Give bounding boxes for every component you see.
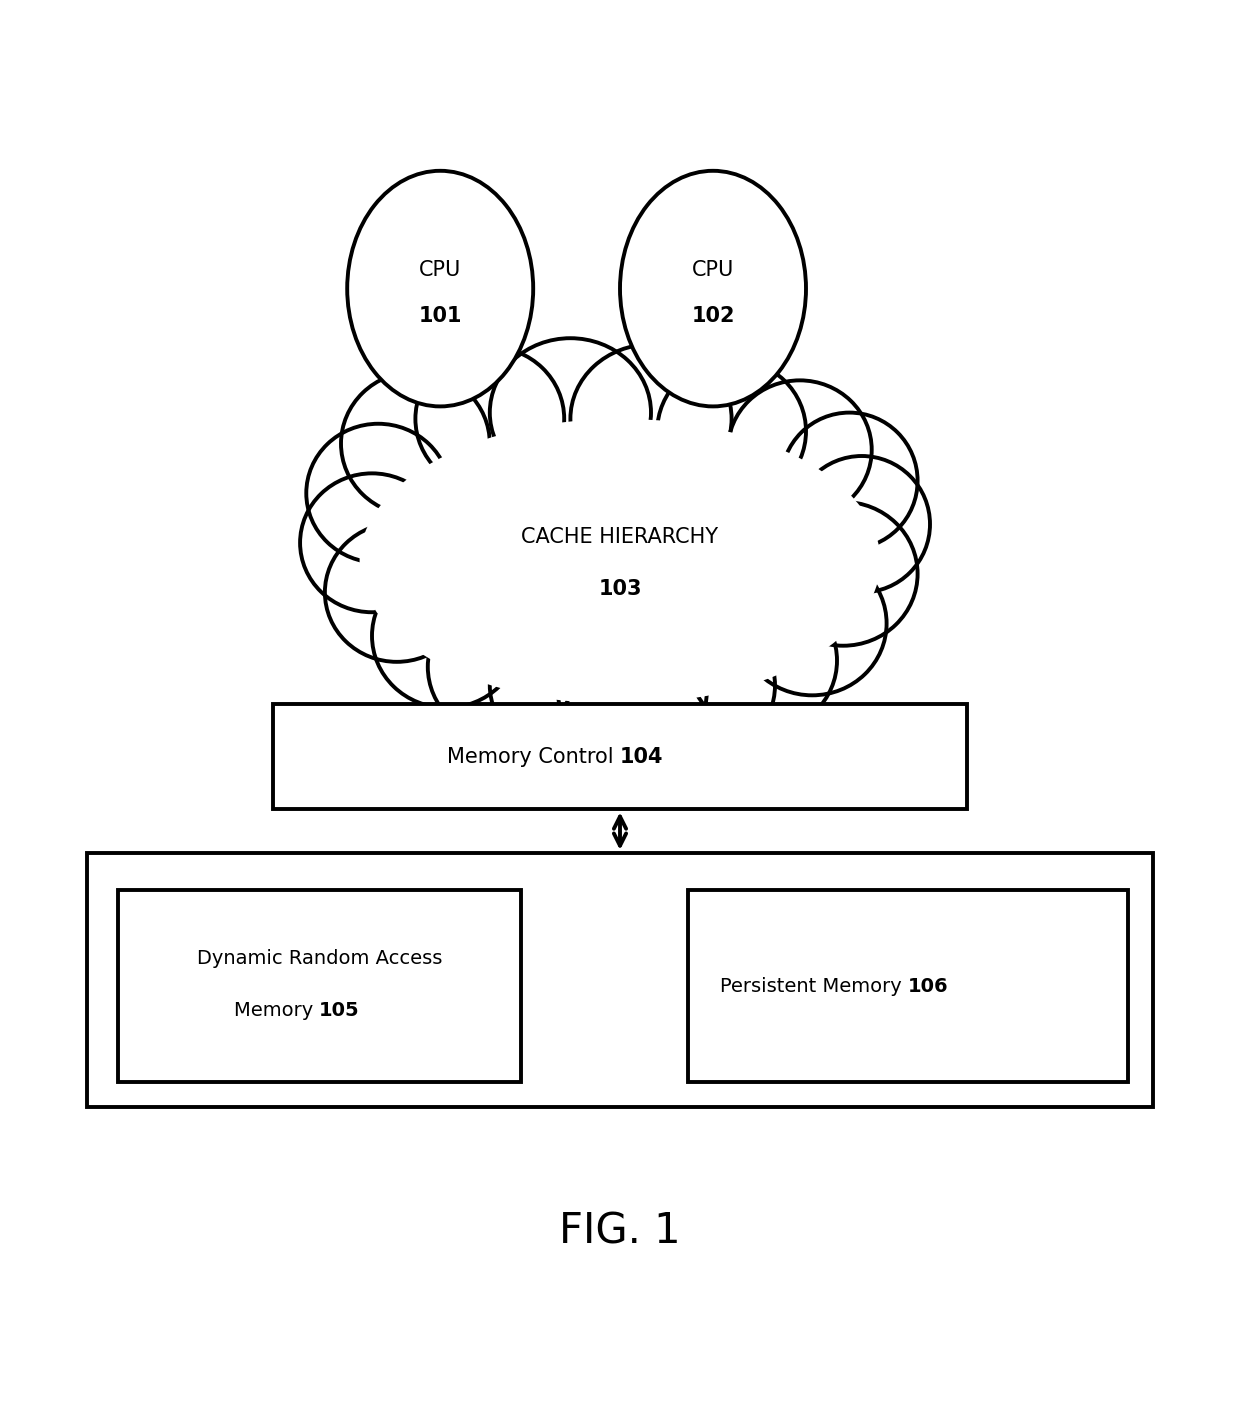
Ellipse shape	[347, 170, 533, 407]
Text: CPU: CPU	[419, 260, 461, 280]
Text: 106: 106	[908, 977, 949, 995]
Ellipse shape	[738, 552, 887, 696]
Ellipse shape	[620, 170, 806, 407]
Ellipse shape	[769, 501, 918, 646]
Ellipse shape	[558, 624, 707, 760]
Ellipse shape	[626, 614, 775, 758]
Text: Persistent Memory: Persistent Memory	[720, 977, 908, 995]
Ellipse shape	[325, 522, 469, 662]
Ellipse shape	[490, 617, 639, 753]
Ellipse shape	[360, 418, 880, 704]
Text: CPU: CPU	[692, 260, 734, 280]
Text: 104: 104	[620, 746, 663, 767]
Ellipse shape	[794, 456, 930, 593]
Text: Memory Control: Memory Control	[446, 746, 620, 767]
Ellipse shape	[781, 413, 918, 549]
Ellipse shape	[688, 589, 837, 732]
FancyBboxPatch shape	[118, 890, 521, 1083]
Ellipse shape	[657, 359, 806, 503]
Text: Dynamic Random Access: Dynamic Random Access	[197, 949, 441, 969]
Ellipse shape	[490, 338, 651, 487]
Ellipse shape	[728, 380, 872, 520]
Ellipse shape	[415, 346, 564, 491]
Ellipse shape	[372, 563, 521, 708]
FancyBboxPatch shape	[87, 853, 1153, 1107]
Text: Memory: Memory	[234, 1001, 320, 1021]
Text: FIG. 1: FIG. 1	[559, 1209, 681, 1252]
Ellipse shape	[570, 345, 732, 493]
Text: 103: 103	[598, 579, 642, 598]
FancyBboxPatch shape	[688, 890, 1128, 1083]
Text: CACHE HIERARCHY: CACHE HIERARCHY	[522, 527, 718, 546]
Text: 101: 101	[418, 306, 463, 325]
FancyBboxPatch shape	[273, 704, 967, 810]
Ellipse shape	[300, 473, 444, 612]
Text: 102: 102	[691, 306, 735, 325]
Ellipse shape	[360, 418, 880, 704]
Ellipse shape	[428, 594, 577, 739]
Text: 105: 105	[320, 1001, 360, 1021]
Ellipse shape	[341, 372, 490, 515]
Ellipse shape	[306, 424, 450, 563]
